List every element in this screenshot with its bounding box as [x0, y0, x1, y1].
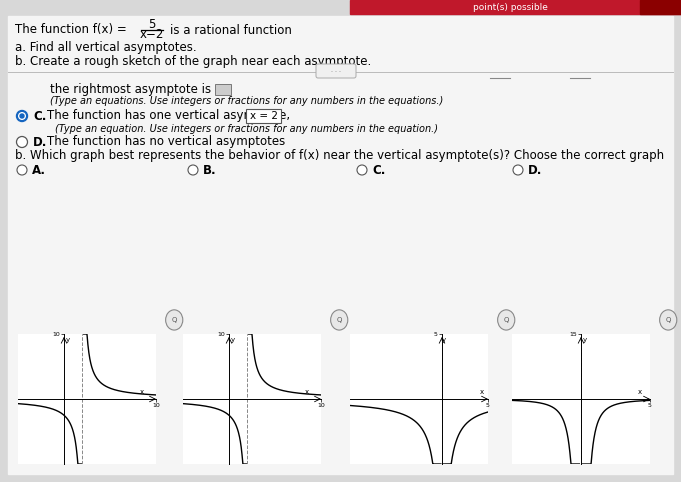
Bar — [640, 0, 681, 14]
Circle shape — [357, 165, 367, 175]
Text: A.: A. — [32, 163, 46, 176]
Text: The function has no vertical asymptotes: The function has no vertical asymptotes — [47, 135, 285, 148]
Text: (Type an equation. Use integers or fractions for any numbers in the equation.): (Type an equation. Use integers or fract… — [55, 124, 438, 134]
Text: Q: Q — [665, 317, 671, 323]
Text: D.: D. — [528, 163, 542, 176]
Circle shape — [188, 165, 198, 175]
Text: y: y — [583, 337, 587, 343]
Text: y: y — [65, 337, 69, 343]
Text: The function has one vertical asymptote,: The function has one vertical asymptote, — [47, 109, 290, 122]
Text: x = 2: x = 2 — [249, 111, 277, 121]
Text: the rightmost asymptote is: the rightmost asymptote is — [50, 82, 211, 95]
Circle shape — [17, 165, 27, 175]
Circle shape — [18, 113, 25, 120]
Text: x−2: x−2 — [140, 28, 164, 41]
Text: (Type an equations. Use integers or fractions for any numbers in the equations.): (Type an equations. Use integers or frac… — [50, 96, 443, 106]
Text: C.: C. — [33, 109, 46, 122]
Circle shape — [498, 310, 515, 330]
Text: point(s) possible: point(s) possible — [473, 2, 548, 12]
Text: x: x — [637, 389, 642, 395]
Text: Q: Q — [336, 317, 342, 323]
Text: b. Create a rough sketch of the graph near each asymptote.: b. Create a rough sketch of the graph ne… — [15, 54, 371, 67]
Text: is a rational function: is a rational function — [170, 24, 292, 37]
Text: C.: C. — [372, 163, 385, 176]
Text: x: x — [140, 389, 144, 395]
Text: Q: Q — [172, 317, 177, 323]
Bar — [350, 0, 681, 14]
FancyBboxPatch shape — [316, 64, 356, 78]
FancyBboxPatch shape — [246, 109, 281, 123]
Circle shape — [660, 310, 677, 330]
Text: y: y — [230, 337, 234, 343]
Text: y: y — [442, 337, 446, 343]
Circle shape — [16, 136, 27, 147]
Text: a. Find all vertical asymptotes.: a. Find all vertical asymptotes. — [15, 40, 197, 54]
Circle shape — [16, 110, 27, 121]
Text: B.: B. — [203, 163, 217, 176]
Text: Q: Q — [503, 317, 509, 323]
Text: . . .: . . . — [331, 68, 341, 73]
Text: x: x — [304, 389, 308, 395]
Text: x: x — [479, 389, 484, 395]
Text: D.: D. — [33, 135, 48, 148]
Bar — [215, 83, 231, 94]
Circle shape — [165, 310, 183, 330]
Circle shape — [513, 165, 523, 175]
Circle shape — [20, 114, 24, 118]
Circle shape — [331, 310, 348, 330]
Text: b. Which graph best represents the behavior of f(x) near the vertical asymptote(: b. Which graph best represents the behav… — [15, 149, 664, 162]
Text: The function f(x) =: The function f(x) = — [15, 24, 127, 37]
Text: 5: 5 — [148, 18, 156, 31]
